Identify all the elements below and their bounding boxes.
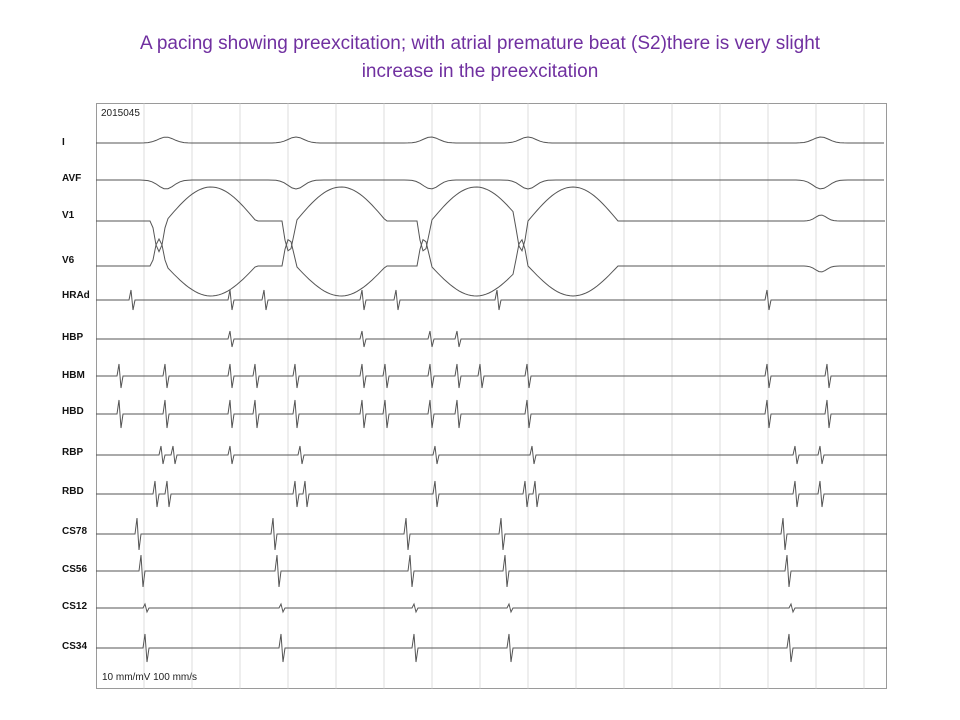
recording-id: 2015045 — [101, 108, 140, 119]
title-line-2: increase in the preexcitation — [361, 61, 599, 82]
trace-rbd — [96, 480, 887, 508]
lead-label-hbp: HBP — [62, 332, 84, 343]
trace-hrad — [96, 289, 887, 311]
lead-label-rbd: RBD — [62, 486, 84, 497]
lead-label-i: I — [62, 137, 65, 148]
trace-rbp — [96, 445, 887, 465]
lead-label-cs12: CS12 — [62, 601, 88, 612]
lead-label-rbp: RBP — [62, 447, 84, 458]
trace-v1 — [96, 186, 885, 253]
lead-label-v6: V6 — [62, 255, 75, 266]
trace-hbd — [96, 399, 887, 429]
trace-cs78 — [96, 517, 887, 551]
lead-label-avf: AVF — [62, 173, 82, 184]
trace-i — [96, 136, 884, 144]
title-line-1: A pacing showing preexcitation; with atr… — [139, 33, 821, 54]
ecg-traces — [96, 103, 887, 689]
lead-label-hbm: HBM — [62, 370, 85, 381]
trace-avf — [96, 179, 884, 190]
lead-label-hbd: HBD — [62, 406, 84, 417]
trace-hbm — [96, 363, 887, 389]
lead-label-cs56: CS56 — [62, 564, 88, 575]
trace-cs34 — [96, 633, 887, 663]
trace-hbp — [96, 330, 887, 348]
lead-label-v1: V1 — [62, 210, 75, 221]
trace-cs56 — [96, 554, 887, 588]
lead-label-cs34: CS34 — [62, 641, 88, 652]
slide-title: A pacing showing preexcitation; with atr… — [40, 30, 920, 86]
trace-cs12 — [96, 602, 887, 614]
lead-label-hrad: HRAd — [62, 290, 90, 301]
recording-scale: 10 mm/mV 100 mm/s — [102, 672, 198, 683]
ecg-tracing-panel — [96, 103, 887, 689]
lead-label-cs78: CS78 — [62, 526, 88, 537]
trace-v6 — [96, 237, 885, 297]
